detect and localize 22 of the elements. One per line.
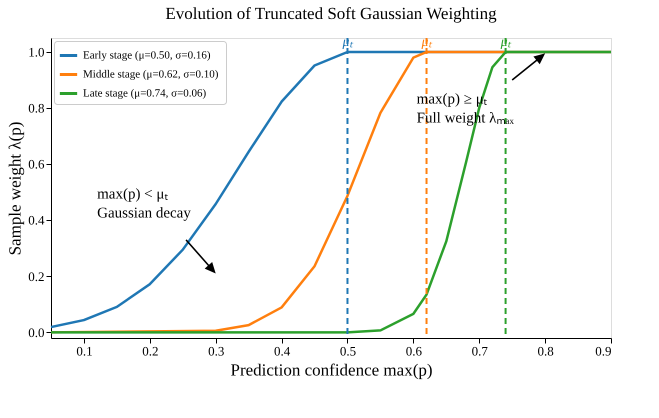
legend-label: Early stage (μ=0.50, σ=0.16) [83,50,211,62]
y-tick-label: 0.8 [28,100,44,116]
y-tick-label: 1.0 [28,44,44,60]
x-tick-label: 0.3 [208,344,224,358]
y-tick-label: 0.6 [28,156,45,172]
x-axis-title: Prediction confidence max(p) [230,360,433,380]
x-tick-label: 0.4 [274,344,291,358]
y-tick-label: 0.4 [28,212,45,228]
y-axis-title: Sample weight λ(p) [5,122,24,256]
x-tick-label: 0.1 [76,344,93,358]
x-tick-label: 0.8 [537,344,554,358]
x-tick-label: 0.6 [406,344,422,358]
legend-label: Middle stage (μ=0.62, σ=0.10) [83,68,219,80]
x-tick-label: 0.9 [595,344,612,358]
x-tick-label: 0.2 [142,344,158,358]
y-tick-label: 0.2 [28,268,44,284]
legend-label: Late stage (μ=0.74, σ=0.06) [83,88,207,100]
x-tick-label: 0.7 [472,344,488,358]
annotation: max(p) < μₜ Gaussian decay [97,186,192,222]
y-tick-label: 0.0 [28,324,44,340]
chart-title: Evolution of Truncated Soft Gaussian Weighting [165,4,498,23]
x-tick-label: 0.5 [340,344,356,358]
